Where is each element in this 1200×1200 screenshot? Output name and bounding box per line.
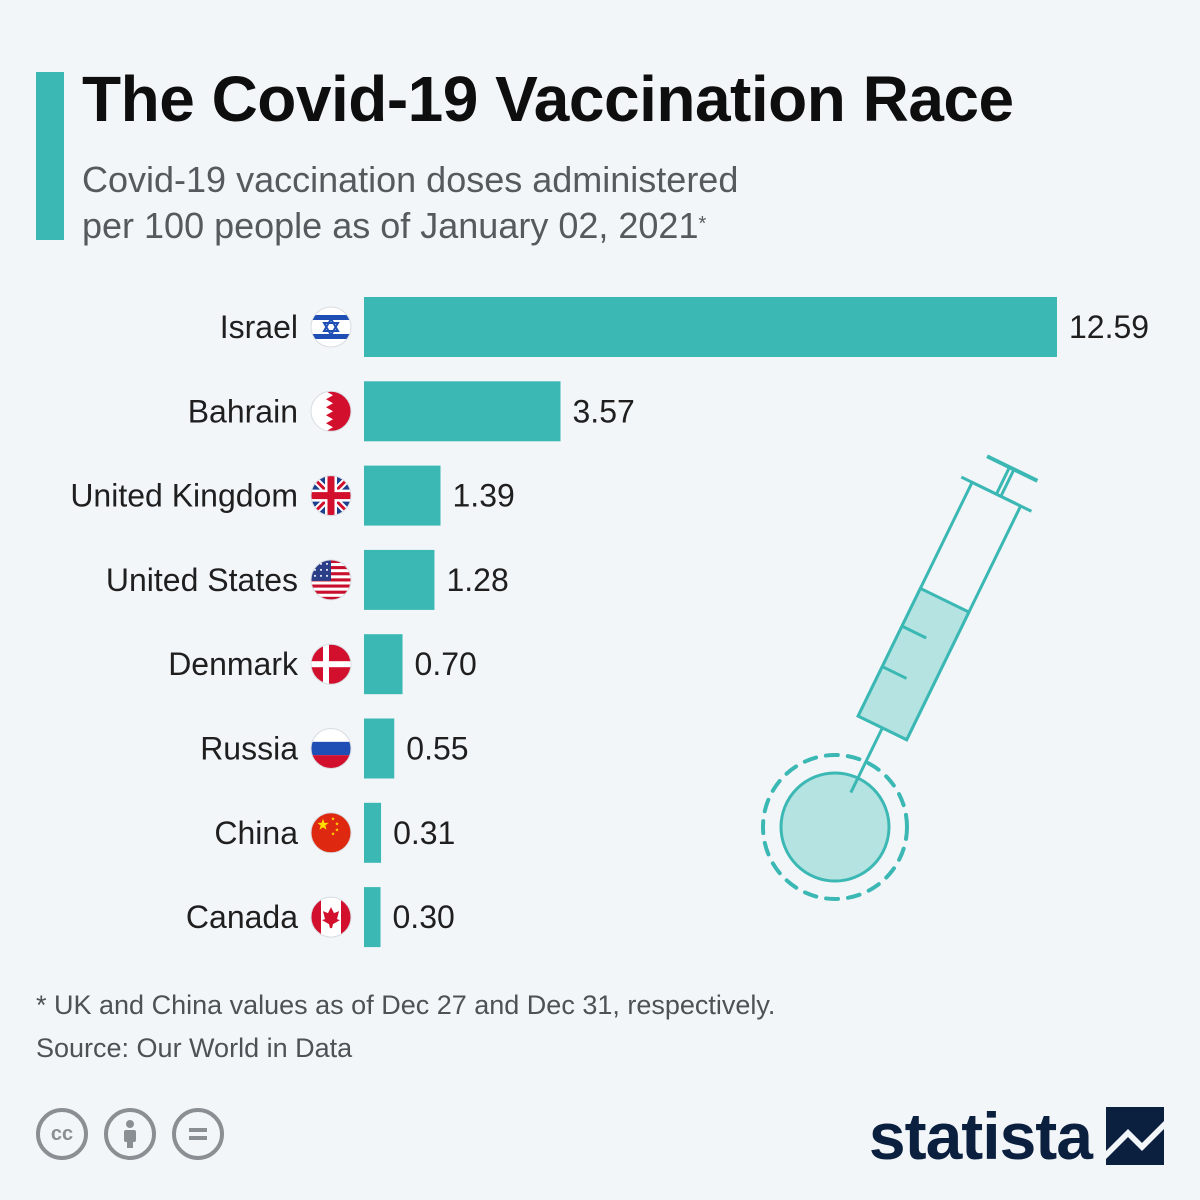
- page-title: The Covid-19 Vaccination Race: [82, 63, 1014, 135]
- brand-name: statista: [868, 1099, 1093, 1173]
- bar: [364, 634, 403, 695]
- creative-commons-icon[interactable]: cc: [36, 1108, 88, 1160]
- uk-flag-icon: [310, 475, 352, 517]
- us-flag-icon: [310, 559, 352, 601]
- category-label: United States: [106, 562, 298, 598]
- virus-icon: [761, 753, 909, 901]
- value-label: 0.30: [393, 899, 455, 935]
- value-label: 1.39: [453, 478, 515, 514]
- bar: [364, 887, 381, 948]
- israel-flag-icon: [310, 306, 352, 348]
- bar: [364, 381, 561, 442]
- subtitle-line-2: per 100 people as of January 02, 2021: [82, 205, 699, 246]
- russia-flag-icon: [310, 728, 352, 769]
- bar: [364, 802, 382, 863]
- category-label: Bahrain: [188, 393, 298, 429]
- footnote: * UK and China values as of Dec 27 and D…: [36, 990, 776, 1020]
- category-label: Canada: [186, 899, 298, 935]
- statista-logo-icon: [1106, 1107, 1164, 1165]
- accent-bar: [36, 72, 64, 240]
- license-icons: cc: [36, 1108, 224, 1160]
- value-label: 1.28: [446, 562, 508, 598]
- subtitle-marker: *: [698, 213, 707, 235]
- bar: [364, 297, 1057, 357]
- category-label: Denmark: [168, 646, 299, 682]
- value-label: 12.59: [1069, 309, 1149, 345]
- category-label: China: [214, 815, 298, 851]
- brand-logo[interactable]: statista: [869, 1098, 1164, 1174]
- bar: [364, 718, 395, 779]
- value-label: 0.31: [393, 815, 455, 851]
- value-label: 3.57: [573, 393, 635, 429]
- category-label: Israel: [220, 309, 298, 345]
- bar: [364, 549, 435, 610]
- bar: [364, 465, 441, 526]
- syringe-icon: [849, 454, 1039, 794]
- canada-flag-icon: [310, 896, 352, 938]
- bahrain-flag-icon: [310, 390, 352, 432]
- china-flag-icon: [310, 812, 352, 854]
- denmark-flag-icon: [310, 643, 352, 685]
- bar-chart: Israel 12.59 Bahrain 3.57 United Kingdom 1.39…: [70, 297, 1149, 948]
- attribution-icon[interactable]: [104, 1108, 156, 1160]
- no-derivatives-icon[interactable]: [172, 1108, 224, 1160]
- value-label: 0.55: [406, 731, 468, 767]
- subtitle-line-1: Covid-19 vaccination doses administered: [82, 159, 739, 200]
- subtitle: Covid-19 vaccination doses administered …: [82, 157, 882, 249]
- value-label: 0.70: [415, 646, 477, 682]
- source-note: Source: Our World in Data: [36, 1033, 353, 1063]
- category-label: Russia: [200, 731, 298, 767]
- category-label: United Kingdom: [70, 478, 298, 514]
